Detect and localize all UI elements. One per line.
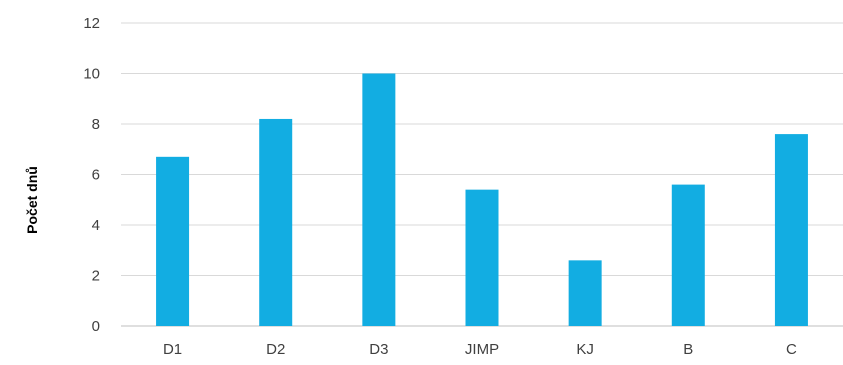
y-tick-label: 0 bbox=[92, 318, 100, 335]
bar-jimp bbox=[465, 189, 499, 326]
y-tick-label: 8 bbox=[92, 116, 100, 133]
y-tick-label: 2 bbox=[92, 268, 100, 285]
bars bbox=[156, 73, 808, 326]
y-axis-title: Počet dnů bbox=[24, 166, 40, 234]
bar-b bbox=[671, 184, 705, 326]
y-tick-label: 10 bbox=[83, 66, 100, 83]
x-tick-label: KJ bbox=[576, 341, 594, 358]
y-axis-ticks: 0 2 4 6 8 10 12 bbox=[83, 15, 100, 335]
bar-d3 bbox=[362, 73, 396, 326]
y-tick-label: 12 bbox=[83, 15, 100, 32]
x-tick-label: D1 bbox=[163, 341, 182, 358]
x-tick-label: D3 bbox=[369, 341, 388, 358]
x-tick-label: B bbox=[683, 341, 693, 358]
bar-c bbox=[774, 134, 808, 326]
bar-kj bbox=[568, 260, 602, 326]
y-tick-label: 4 bbox=[92, 217, 100, 234]
bar-d2 bbox=[259, 118, 293, 326]
y-tick-label: 6 bbox=[92, 167, 100, 184]
bar-d1 bbox=[156, 156, 190, 326]
x-tick-label: C bbox=[786, 341, 797, 358]
x-axis-ticks: D1 D2 D3 JIMP KJ B C bbox=[163, 341, 797, 358]
x-tick-label: D2 bbox=[266, 341, 285, 358]
x-tick-label: JIMP bbox=[465, 341, 499, 358]
